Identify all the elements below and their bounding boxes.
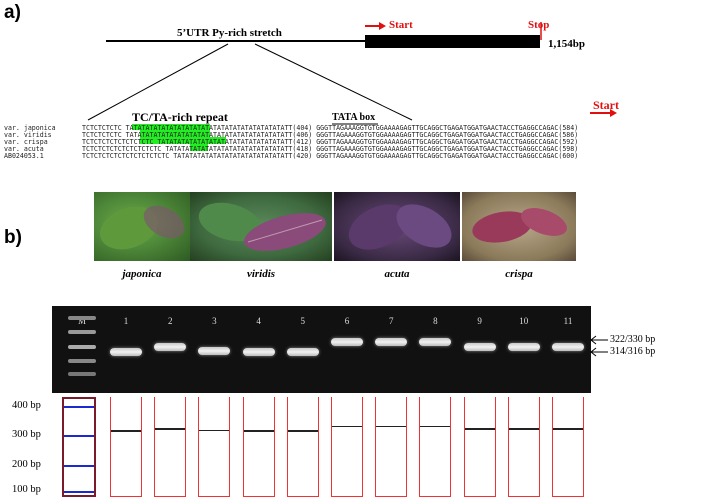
schematic-lane [286,397,319,497]
sequence-row: var. crispa TCTCTCTCTCTCTCTCTC TATATATATA… [4,138,579,146]
lane-label: 9 [477,316,482,326]
schematic-lane [463,397,496,497]
ladder-band [68,345,96,349]
sequence-row: var. viridis TCTCTCTCTC TATATATATATATATAT… [4,131,579,139]
panel-b-label: b) [4,227,22,248]
band-arrows [590,335,608,357]
schematic-lane [552,397,584,497]
schematic-band [243,430,274,432]
stop-label: Stop [528,19,550,31]
lane-label: 11 [563,316,573,326]
y-label-100: 100 bp [12,484,41,495]
utr-label: 5’UTR Py-rich stretch [177,27,282,39]
cds-box [365,35,540,48]
lane-label: 1 [123,316,129,326]
gel-band [198,346,231,355]
lane-label: 2 [167,316,173,326]
schematic-band [287,430,318,432]
lane-label: 7 [388,316,394,326]
ladder-line [64,406,94,408]
ladder-schematic [62,397,96,497]
ladder-band [68,316,96,320]
schematic-band [553,428,583,430]
gel-band [286,348,319,356]
repeat-highlight-2 [140,130,210,137]
lane-label: 5 [300,316,306,326]
caption-viridis: viridis [246,268,276,280]
schematic-lane [419,397,452,497]
start-label: Start [389,19,413,31]
caption-crispa: crispa [505,268,533,280]
gel-band [375,338,408,346]
schematic-lane [154,397,187,497]
schematic-band [111,430,141,432]
lane-label: 10 [519,316,529,326]
ladder-line [64,465,94,467]
lane-label: 6 [344,316,350,326]
leaf-photo-crispa [462,192,576,261]
lane-label: 8 [433,316,438,326]
repeat-highlight-4 [190,144,208,151]
start-label-2: Start [593,98,619,112]
y-label-400: 400 bp [12,400,41,411]
gel-band [552,343,584,351]
schematic-band [199,429,230,432]
ladder-band [68,359,96,363]
tata-box-label: TATA box [332,112,376,123]
leaf-photo-viridis [190,192,332,261]
ladder-band [68,330,96,334]
sequence-row: AB024053.1 TCTCTCTCTCTCTCTCTCTCTC TATATAT… [4,152,579,160]
schematic-lane [242,397,275,497]
lane-label-marker: M [77,316,86,326]
lane-label: 3 [212,316,217,326]
y-label-300: 300 bp [12,429,41,440]
caption-japonica: japonica [122,268,162,280]
schematic-band [464,428,495,430]
lane-label: 4 [256,316,261,326]
caption-acuta: acuta [384,268,410,280]
gel-band [242,348,275,356]
y-label-200: 200 bp [12,459,41,470]
gel-band [463,343,496,351]
leaf-photo-acuta [334,192,460,261]
schematic-lane [507,397,540,497]
gel-band [507,343,540,351]
repeat-highlight-1 [132,124,210,130]
ladder-line [64,491,94,493]
schematic-band [155,428,186,430]
zoom-line-left [87,43,229,121]
ladder-band [68,372,96,376]
repeat-label: TC/TA-rich repeat [132,110,228,124]
repeat-highlight-3 [140,137,226,144]
gel-image [52,306,591,393]
sequence-row: var. japonica TCTCTCTCTC TATATATATATATATA… [4,124,579,132]
ladder-line [64,435,94,437]
sequence-row: var. acuta TCTCTCTCTCTCTCTCTCTC TATATATAT… [4,145,579,153]
band-lower-label: 314/316 bp [610,346,656,357]
schematic-band [376,425,407,428]
schematic-band [332,425,362,428]
gel-band [331,338,363,346]
zoom-line-right [254,43,413,121]
gel-band [154,343,187,351]
gel-band [110,348,142,356]
schematic-band [508,428,539,430]
schematic-lane [110,397,142,497]
schematic-lane [375,397,408,497]
schematic-band [420,425,451,428]
gene-structure-diagram [87,22,617,125]
gel-band [419,338,452,346]
band-upper-label: 322/330 bp [610,334,656,345]
schematic-lane [331,397,363,497]
panel-a-label: a) [4,2,21,23]
gene-length-label: 1,154bp [548,38,585,50]
schematic-lane [198,397,231,497]
leaf-photo-japonica [94,192,190,261]
